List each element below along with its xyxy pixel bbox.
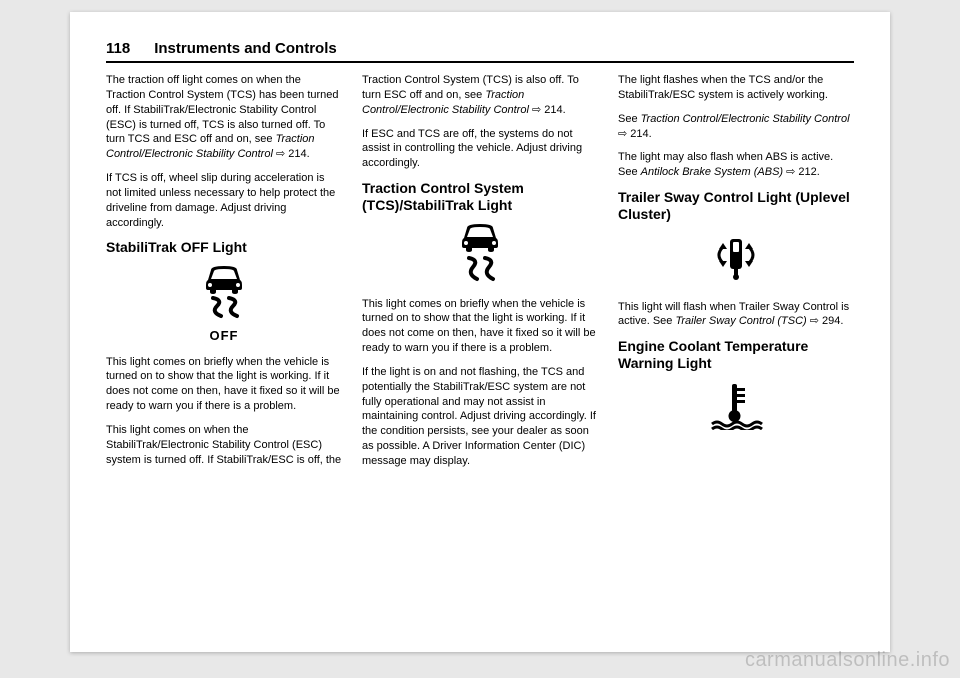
xref-page: ⇨ 214 [529, 104, 563, 116]
heading-stabilitrak-off: StabiliTrak OFF Light [106, 239, 342, 256]
paragraph: This light comes on when the StabiliTrak… [106, 423, 342, 468]
section-title: Instruments and Controls [154, 40, 337, 57]
coolant-temp-icon [618, 382, 854, 435]
body-text: . [307, 148, 310, 160]
page-number: 118 [106, 40, 130, 57]
paragraph: If the light is on and not flashing, the… [362, 365, 598, 469]
xref-link: Antilock Brake System (ABS) [641, 166, 783, 178]
tcs-stabilitrak-icon [362, 224, 598, 287]
body-text: See [618, 113, 641, 125]
xref-page: ⇨ 294 [807, 315, 841, 327]
stabilitrak-off-icon: OFF [106, 266, 342, 344]
paragraph: The traction off light comes on when the… [106, 73, 342, 162]
body-text: . [563, 104, 566, 116]
body-text: Traction Control System (TCS) is also of… [362, 74, 579, 101]
paragraph: If TCS is off, wheel slip during acceler… [106, 171, 342, 230]
page: 118 Instruments and Controls The tractio… [70, 12, 890, 652]
heading-coolant-temp: Engine Coolant Temperature Warning Light [618, 338, 854, 372]
watermark: carmanualsonline.info [745, 649, 950, 672]
paragraph: Traction Control System (TCS) is also of… [362, 73, 598, 118]
body-text: . [840, 315, 843, 327]
paragraph: This light comes on briefly when the veh… [106, 355, 342, 414]
paragraph: If ESC and TCS are off, the systems do n… [362, 127, 598, 172]
paragraph: This light comes on briefly when the veh… [362, 297, 598, 356]
xref-page: ⇨ 214 [273, 148, 307, 160]
column-2: Traction Control System (TCS) is also of… [362, 73, 598, 478]
heading-tcs-stabilitrak: Traction Control System (TCS)/StabiliTra… [362, 180, 598, 214]
heading-trailer-sway: Trailer Sway Control Light (Uplevel Clus… [618, 189, 854, 223]
paragraph: The light flashes when the TCS and/or th… [618, 73, 854, 103]
paragraph: This light will flash when Trailer Sway … [618, 300, 854, 330]
trailer-sway-icon [618, 233, 854, 290]
column-1: The traction off light comes on when the… [106, 73, 342, 478]
page-header: 118 Instruments and Controls [106, 40, 854, 63]
column-3: The light flashes when the TCS and/or th… [618, 73, 854, 478]
xref-page: ⇨ 212 [783, 166, 817, 178]
paragraph: See Traction Control/Electronic Stabilit… [618, 112, 854, 142]
paragraph: The light may also flash when ABS is act… [618, 150, 854, 180]
xref-link: Traction Control/Electronic Stability Co… [641, 113, 850, 125]
xref-page: ⇨ 214 [618, 128, 649, 140]
body-text: . [817, 166, 820, 178]
body-text: . [649, 128, 652, 140]
columns: The traction off light comes on when the… [106, 73, 854, 478]
off-label: OFF [106, 327, 342, 345]
xref-link: Trailer Sway Control (TSC) [675, 315, 806, 327]
